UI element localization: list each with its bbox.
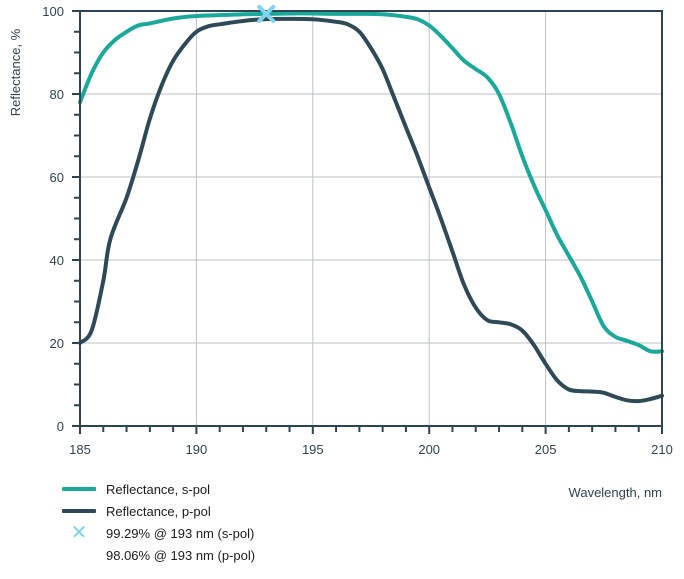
legend-item-annotation-p: 98.06% @ 193 nm (p-pol) — [62, 544, 255, 566]
legend-item-s-pol: Reflectance, s-pol — [62, 478, 255, 500]
y-tick-label: 40 — [50, 253, 64, 268]
x-tick-label: 190 — [186, 442, 208, 457]
series-line-p-pol — [78, 16, 664, 404]
legend-annotation-s-pol: 99.29% @ 193 nm (s-pol) — [106, 525, 255, 541]
legend-item-marker: ✕ 99.29% @ 193 nm (s-pol) — [62, 522, 255, 544]
y-tick-label: 20 — [50, 336, 64, 351]
legend-swatch-s-pol — [62, 487, 96, 491]
legend: Reflectance, s-pol Reflectance, p-pol ✕ … — [62, 478, 255, 566]
y-tick-label: 100 — [42, 4, 64, 19]
peak-marker — [257, 4, 276, 23]
y-tick-label: 60 — [50, 170, 64, 185]
marker-stroke — [257, 4, 276, 23]
legend-item-p-pol: Reflectance, p-pol — [62, 500, 255, 522]
y-tick-label: 0 — [57, 419, 64, 434]
x-axis-title: Wavelength, nm — [568, 485, 662, 500]
x-tick-label: 210 — [651, 442, 673, 457]
y-axis-title: Reflectance, % — [8, 28, 23, 116]
legend-label-p-pol: Reflectance, p-pol — [106, 503, 211, 519]
x-tick-label: 185 — [69, 442, 91, 457]
legend-swatch-p-pol — [62, 509, 96, 513]
legend-annotation-p-pol: 98.06% @ 193 nm (p-pol) — [106, 547, 256, 563]
x-tick-label: 200 — [418, 442, 440, 457]
series-line-s-pol — [78, 11, 664, 354]
x-tick-label: 195 — [302, 442, 324, 457]
x-marker-icon: ✕ — [70, 522, 88, 544]
x-tick-label: 205 — [535, 442, 557, 457]
y-tick-label: 80 — [50, 87, 64, 102]
legend-label-s-pol: Reflectance, s-pol — [106, 481, 211, 497]
